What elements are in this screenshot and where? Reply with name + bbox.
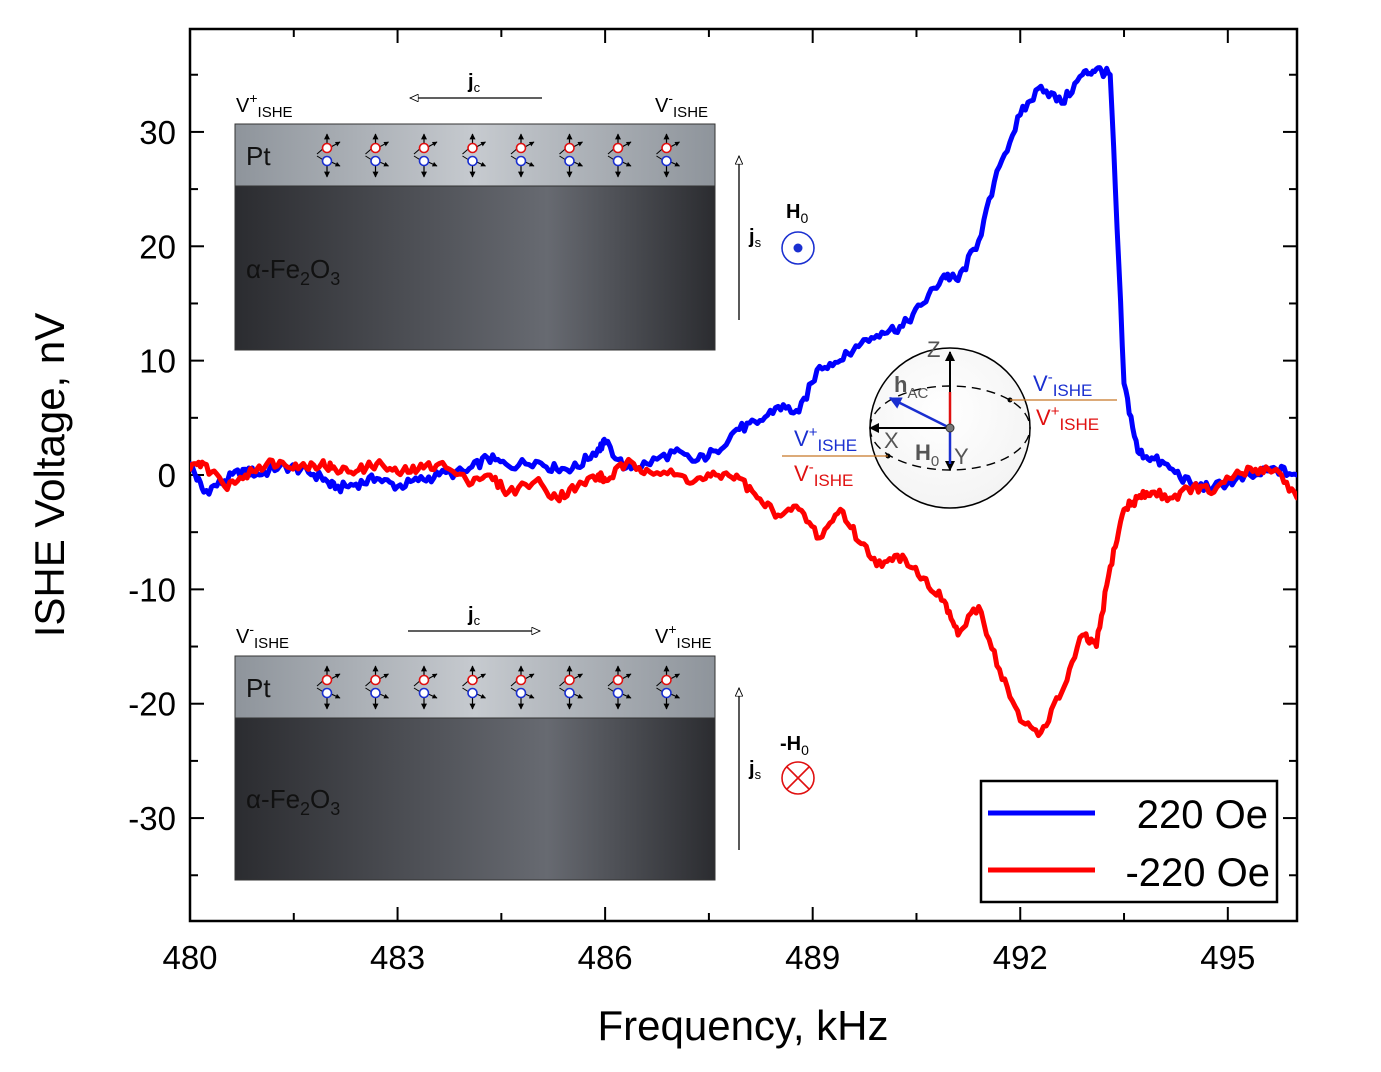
legend-label-neg-220-oe: -220 Oe	[1125, 851, 1270, 895]
top-inset-jc-label: jc	[467, 71, 481, 95]
legend-box	[979, 779, 1279, 904]
series-line-220-oe	[190, 65, 1297, 497]
bottom-inset-v-left: V-ISHE	[236, 621, 289, 652]
sphere-left-top-voltage: V+ISHE	[794, 424, 857, 455]
sphere-right-bottom-voltage: V+ISHE	[1036, 403, 1099, 434]
spin-red-circle-icon	[515, 142, 527, 154]
spin-blue-circle-icon	[321, 687, 333, 699]
y-tick-label: -30	[128, 800, 176, 837]
spin-blue-circle-icon	[418, 687, 430, 699]
sphere-right-top-voltage: V-ISHE	[1033, 369, 1092, 400]
x-axis-title: Frequency, kHz	[598, 1002, 889, 1049]
sphere-y-label: Y	[954, 444, 969, 469]
spin-red-circle-icon	[612, 142, 624, 154]
spin-red-circle-icon	[467, 142, 478, 154]
top-inset-pt-layer	[234, 123, 716, 187]
series-line-neg-220-oe	[190, 456, 1297, 739]
bottom-inset-schematic: Pt α-Fe2O3 V-ISHE V+ISHE jc js -H0	[234, 604, 815, 881]
top-inset-fe2o3-layer	[234, 185, 716, 351]
sphere-h0-label: H0	[915, 440, 939, 470]
bottom-inset-fe2o3-label: α-Fe2O3	[246, 784, 340, 819]
legend: 220 Oe -220 Oe	[979, 779, 1279, 904]
bottom-inset-pt-label: Pt	[246, 673, 271, 703]
x-tick-label: 480	[162, 939, 217, 976]
top-inset-v-left: V+ISHE	[236, 90, 293, 121]
spin-blue-circle-icon	[370, 155, 381, 167]
spin-blue-circle-icon	[564, 155, 575, 167]
y-tick-label: 10	[139, 343, 176, 380]
bottom-inset-pt-layer	[234, 655, 716, 719]
spin-blue-circle-icon	[564, 687, 575, 699]
spin-red-circle-icon	[515, 674, 527, 686]
spin-red-circle-icon	[321, 674, 333, 686]
sphere-hac-vector	[888, 396, 951, 430]
spin-red-circle-icon	[467, 674, 478, 686]
bottom-inset-jc-label: jc	[467, 604, 481, 628]
sphere-inset-diagram: Z X Y hAC H0 V-ISHE V+ISHE V+ISHE V-ISHE	[782, 337, 1117, 509]
spin-blue-circle-icon	[661, 687, 672, 699]
spin-red-circle-icon	[370, 674, 381, 686]
top-inset-h0-label: H0	[786, 201, 808, 226]
x-tick-label: 489	[785, 939, 840, 976]
spin-blue-circle-icon	[370, 687, 381, 699]
spin-blue-circle-icon	[612, 155, 624, 167]
bottom-inset-fe2o3-layer	[234, 717, 716, 881]
y-tick-label: -10	[128, 571, 176, 608]
x-tick-label: 495	[1200, 939, 1255, 976]
spin-blue-circle-icon	[515, 687, 527, 699]
spin-red-circle-icon	[564, 142, 575, 154]
field-out-of-plane-icon	[781, 231, 815, 265]
y-tick-label: 30	[139, 114, 176, 151]
spin-red-circle-icon	[661, 674, 672, 686]
top-inset-pt-label: Pt	[246, 141, 271, 171]
spin-red-circle-icon	[418, 674, 430, 686]
sphere-z-label: Z	[927, 337, 940, 362]
y-axis-title: ISHE Voltage, nV	[26, 313, 73, 638]
x-tick-label: 486	[578, 939, 633, 976]
sphere-x-label: X	[884, 428, 899, 453]
spin-blue-circle-icon	[661, 155, 672, 167]
spin-red-circle-icon	[321, 142, 333, 154]
spin-red-circle-icon	[370, 142, 381, 154]
spin-red-circle-icon	[564, 674, 575, 686]
x-tick-label: 492	[993, 939, 1048, 976]
sphere-hac-label: hAC	[894, 372, 928, 402]
bottom-inset-neg-h0-label: -H0	[780, 733, 809, 758]
axis-ticks	[189, 29, 1297, 921]
spin-red-circle-icon	[661, 142, 672, 154]
x-tick-labels: 480 483 486 489 492 495	[162, 939, 1255, 976]
field-out-of-plane-dot-icon	[793, 243, 803, 253]
top-inset-schematic: Pt α-Fe2O3 V+ISHE V-ISHE jc js H0	[234, 71, 815, 351]
spin-blue-circle-icon	[321, 155, 333, 167]
sphere-left-bottom-voltage: V-ISHE	[794, 459, 853, 490]
spin-blue-circle-icon	[515, 155, 527, 167]
top-inset-js-label: js	[748, 226, 762, 250]
x-tick-label: 483	[370, 939, 425, 976]
spin-blue-circle-icon	[467, 155, 478, 167]
sphere-origin	[945, 423, 955, 433]
bottom-inset-v-right: V+ISHE	[655, 621, 712, 652]
spin-blue-circle-icon	[418, 155, 430, 167]
spin-blue-circle-icon	[612, 687, 624, 699]
top-inset-v-right: V-ISHE	[655, 90, 708, 121]
bottom-inset-spins	[316, 665, 680, 710]
top-inset-fe2o3-label: α-Fe2O3	[246, 254, 340, 289]
y-tick-label: 0	[158, 457, 176, 494]
field-into-plane-icon	[781, 761, 815, 795]
y-tick-label: 20	[139, 228, 176, 265]
spin-blue-circle-icon	[467, 687, 478, 699]
y-tick-labels: -30 -20 -10 0 10 20 30	[128, 114, 176, 837]
legend-label-220-oe: 220 Oe	[1137, 793, 1268, 837]
spin-red-circle-icon	[612, 674, 624, 686]
spin-red-circle-icon	[418, 142, 430, 154]
top-inset-spins	[316, 133, 680, 178]
y-tick-label: -20	[128, 686, 176, 723]
bottom-inset-js-label: js	[748, 758, 762, 782]
